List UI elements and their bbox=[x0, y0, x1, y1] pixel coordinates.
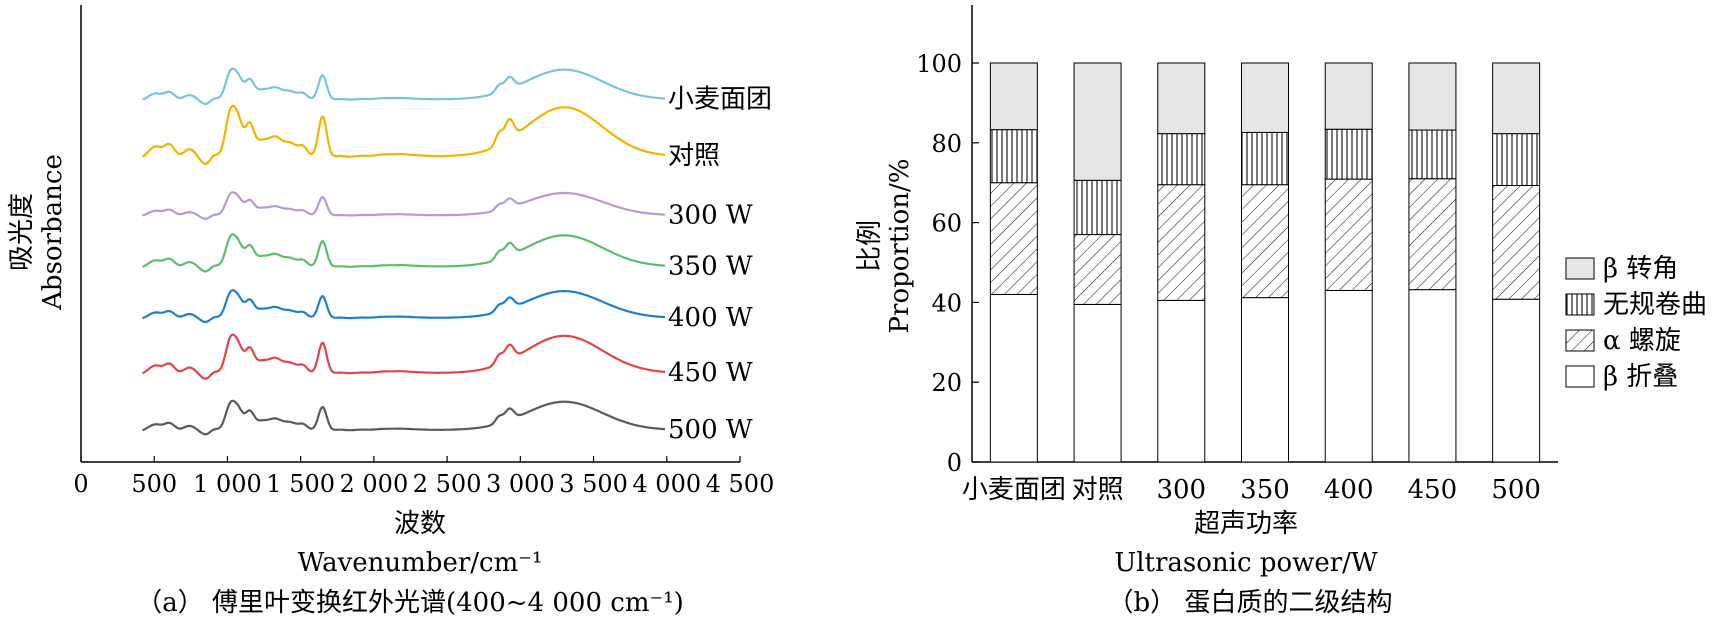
panel-b-category-label: 小麦面团 bbox=[962, 475, 1066, 505]
bar-segment bbox=[1324, 289, 1373, 463]
panel-b-caption: （b） 蛋白质的二级结构 bbox=[1108, 588, 1393, 618]
bar-segment bbox=[1241, 131, 1289, 186]
panel-a-xtick-label: 1 500 bbox=[266, 470, 335, 498]
spectrum-line bbox=[142, 289, 666, 324]
bar-segment bbox=[1492, 298, 1541, 463]
panel-a-xlabel-en: Wavenumber/cm⁻¹ bbox=[298, 548, 543, 578]
bar-segment bbox=[989, 182, 1038, 295]
spectrum-line bbox=[141, 104, 666, 166]
panel-b-category-label: 500 bbox=[1491, 475, 1541, 505]
legend-label: β 转角 bbox=[1603, 254, 1678, 284]
spectrum-label: 350 W bbox=[668, 252, 753, 282]
spectrum-label: 小麦面团 bbox=[668, 85, 772, 115]
panel-b-category-label: 350 bbox=[1240, 475, 1290, 505]
bar-segment bbox=[1324, 128, 1373, 180]
panel-a-xtick-label: 2 500 bbox=[413, 470, 482, 498]
bar-segment bbox=[1408, 178, 1457, 291]
bar-segment bbox=[1157, 62, 1206, 135]
bar-segment bbox=[1241, 62, 1289, 133]
panel-b-category-label: 对照 bbox=[1072, 475, 1124, 505]
panel-b-ytick-label: 80 bbox=[931, 130, 962, 158]
panel-a-ylabel-cn: 吸光度 bbox=[7, 193, 37, 271]
panel-b-ytick-label: 40 bbox=[931, 289, 962, 317]
panel-a-xtick-label: 3 000 bbox=[486, 470, 555, 498]
panel-b-xlabel-en: Ultrasonic power/W bbox=[1114, 548, 1378, 578]
panel-a-xtick-label: 500 bbox=[131, 470, 177, 498]
spectrum-label: 450 W bbox=[668, 358, 753, 388]
panel-b-category-label: 300 bbox=[1156, 475, 1206, 505]
legend-label: 无规卷曲 bbox=[1603, 290, 1707, 320]
legend-swatch bbox=[1565, 257, 1595, 280]
bar-segment bbox=[1324, 178, 1373, 291]
bar-segment bbox=[1157, 299, 1206, 463]
panel-b-xlabel-cn: 超声功率 bbox=[1194, 509, 1298, 539]
bar-segment bbox=[1157, 184, 1206, 301]
panel-a-ylabel-en: Absorbance bbox=[38, 154, 68, 311]
bar-segment bbox=[1408, 129, 1457, 180]
spectrum-line bbox=[142, 399, 665, 436]
legend-swatch bbox=[1565, 365, 1595, 388]
spectrum-line bbox=[142, 191, 665, 220]
legend-label: β 折叠 bbox=[1603, 362, 1678, 392]
panel-b-ytick-label: 20 bbox=[931, 369, 962, 397]
bar-segment bbox=[1492, 62, 1541, 135]
spectrum-label: 500 W bbox=[668, 415, 753, 445]
legend-label: α 螺旋 bbox=[1603, 326, 1681, 356]
spectrum-line bbox=[142, 233, 666, 273]
panel-a-xlabel-cn: 波数 bbox=[394, 509, 446, 539]
bar-segment bbox=[1241, 184, 1289, 299]
panel-a-xtick-label: 4 000 bbox=[632, 470, 701, 498]
panel-a-xtick-label: 4 500 bbox=[706, 470, 775, 498]
spectrum-label: 对照 bbox=[668, 141, 720, 171]
legend-swatch bbox=[1565, 293, 1595, 316]
bar-segment bbox=[1408, 62, 1457, 131]
bar-segment bbox=[1073, 303, 1122, 463]
spectrum-line bbox=[142, 67, 666, 106]
spectrum-line bbox=[142, 333, 666, 380]
bar-segment bbox=[1073, 62, 1122, 181]
bar-segment bbox=[1073, 179, 1122, 236]
bar-segment bbox=[989, 293, 1038, 463]
panel-a-xtick-label: 3 500 bbox=[559, 470, 628, 498]
legend-swatch bbox=[1565, 329, 1595, 352]
bar-segment bbox=[1241, 297, 1289, 463]
panel-a-caption: （a） 傅里叶变换红外光谱(400~4 000 cm⁻¹) bbox=[136, 588, 684, 618]
panel-b-ytick-label: 100 bbox=[916, 50, 962, 78]
bar-segment bbox=[989, 129, 1038, 184]
bar-segment bbox=[1073, 234, 1122, 305]
panel-a-xtick-label: 1 000 bbox=[193, 470, 262, 498]
panel-b-category-label: 400 bbox=[1324, 475, 1374, 505]
panel-b-ylabel-cn: 比例 bbox=[855, 220, 885, 272]
panel-a-xtick-label: 2 000 bbox=[340, 470, 409, 498]
bar-segment bbox=[1408, 289, 1457, 463]
bar-segment bbox=[1492, 133, 1541, 186]
bar-segment bbox=[1324, 62, 1373, 130]
bar-segment bbox=[1492, 184, 1541, 300]
panel-b-ytick-label: 0 bbox=[947, 449, 962, 477]
panel-b-ylabel-en: Proportion/% bbox=[885, 159, 915, 334]
panel-a-ftir-chart: 0 500 1 000 1 500 2 000 2 500 3 000 3 500 4 000 4… bbox=[7, 5, 774, 618]
spectrum-label: 400 W bbox=[668, 303, 753, 333]
bar-segment bbox=[1157, 133, 1206, 186]
panel-a-xtick-label: 0 bbox=[73, 470, 88, 498]
panel-b-category-label: 450 bbox=[1408, 475, 1458, 505]
panel-b-bar-chart: 0 20 40 60 80 100 小麦面团 对照 300 350 400 450 500 β 转角无规… bbox=[855, 5, 1707, 618]
panel-b-ytick-label: 60 bbox=[931, 210, 962, 238]
spectrum-label: 300 W bbox=[668, 201, 753, 231]
bar-segment bbox=[989, 62, 1038, 131]
